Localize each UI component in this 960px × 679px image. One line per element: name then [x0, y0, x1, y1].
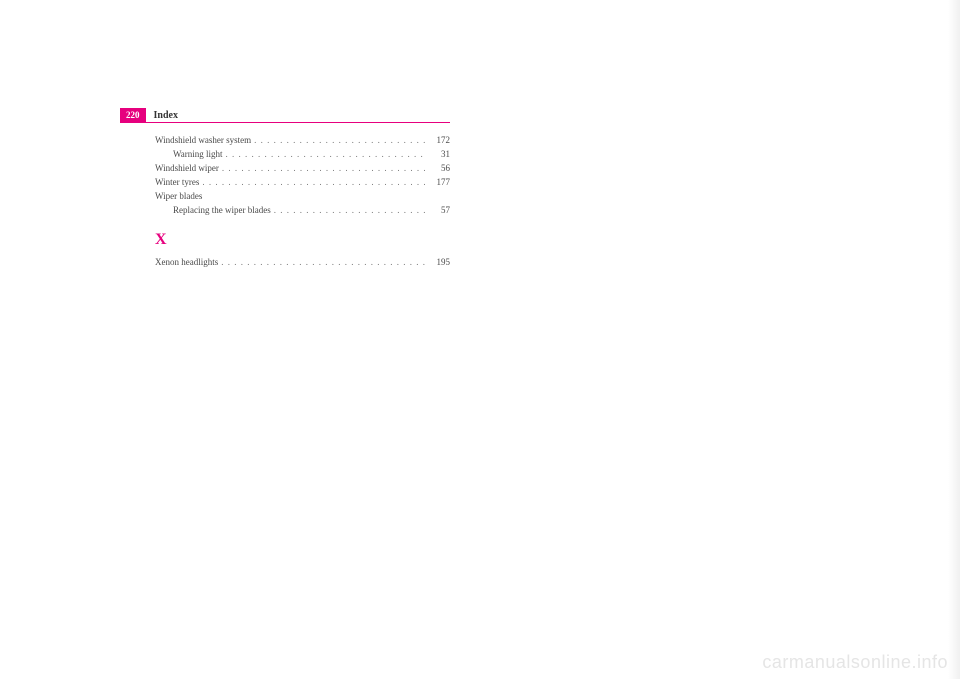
leader-dots [254, 134, 425, 148]
leader-dots [221, 256, 425, 270]
index-label: Wiper blades [155, 190, 202, 204]
index-entry: Wiper blades [155, 190, 450, 204]
index-page: 57 [428, 204, 450, 218]
leader-dots [202, 176, 425, 190]
page-number-badge: 220 [120, 108, 146, 122]
index-entry: Xenon headlights 195 [155, 256, 450, 270]
index-label: Winter tyres [155, 176, 199, 190]
document-page: 220 Index Windshield washer system 172 W… [0, 0, 960, 679]
page-edge-shadow [948, 0, 960, 679]
index-page: 195 [428, 256, 450, 270]
index-entry: Winter tyres 177 [155, 176, 450, 190]
leader-dots [222, 162, 425, 176]
index-label: Replacing the wiper blades [173, 204, 271, 218]
index-entry: Replacing the wiper blades 57 [155, 204, 450, 218]
index-column: Windshield washer system 172 Warning lig… [155, 134, 450, 270]
index-label: Xenon headlights [155, 256, 218, 270]
index-label: Windshield wiper [155, 162, 219, 176]
index-label: Warning light [173, 148, 223, 162]
index-page: 31 [428, 148, 450, 162]
header-divider [120, 122, 450, 123]
index-page: 177 [428, 176, 450, 190]
index-page: 172 [428, 134, 450, 148]
index-label: Windshield washer system [155, 134, 251, 148]
index-entry: Warning light 31 [155, 148, 450, 162]
index-entry: Windshield washer system 172 [155, 134, 450, 148]
leader-dots [274, 204, 425, 218]
page-header: 220 Index [120, 108, 178, 122]
section-title: Index [154, 110, 178, 121]
leader-dots [226, 148, 425, 162]
index-page: 56 [428, 162, 450, 176]
watermark-text: carmanualsonline.info [762, 652, 948, 673]
index-letter-heading: X [155, 228, 450, 253]
index-entry: Windshield wiper 56 [155, 162, 450, 176]
